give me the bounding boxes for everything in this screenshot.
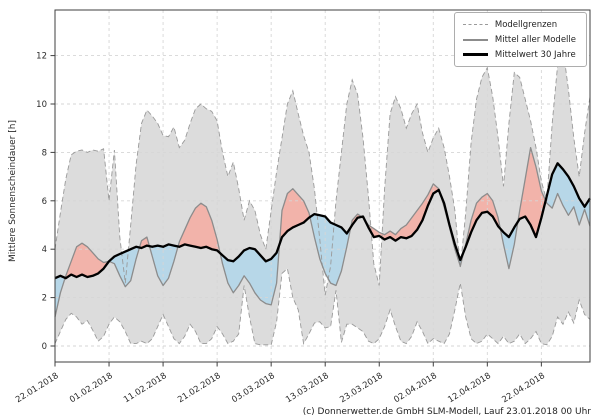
x-tick-label: 11.02.2018 bbox=[122, 371, 169, 405]
y-axis-label: Mittlere Sonnenscheindauer [h] bbox=[8, 120, 18, 262]
model-band-area bbox=[55, 48, 590, 345]
y-tick-label: 4 bbox=[42, 245, 47, 255]
x-tick-label: 23.03.2018 bbox=[338, 371, 385, 405]
negative-anomaly-fill bbox=[309, 214, 351, 286]
legend-item-label: Modellgrenzen bbox=[494, 19, 558, 30]
positive-anomaly-fill bbox=[350, 214, 362, 228]
model-mean-line bbox=[54, 146, 591, 318]
negative-anomaly-fill bbox=[149, 244, 178, 286]
negative-anomaly-fill bbox=[545, 163, 590, 227]
model-band-lower-bound bbox=[54, 267, 591, 346]
x-tick-label: 03.03.2018 bbox=[230, 371, 277, 405]
positive-anomaly-fill bbox=[464, 193, 501, 251]
positive-anomaly-fill bbox=[517, 147, 546, 238]
footer-credit: (c) Donnerwetter.de GmbH SLM-Modell, Lau… bbox=[302, 407, 591, 417]
x-tick-label: 02.04.2018 bbox=[392, 371, 439, 405]
x-tick-label: 21.02.2018 bbox=[176, 371, 223, 405]
y-tick-label: 0 bbox=[42, 342, 47, 352]
solid-black-line-swatch bbox=[462, 53, 488, 56]
solid-gray-line-swatch bbox=[462, 38, 488, 41]
legend-item: Mittelwert 30 Jahre bbox=[462, 47, 576, 62]
x-tick-label: 22.04.2018 bbox=[500, 371, 547, 405]
legend-item-label: Mittelwert 30 Jahre bbox=[494, 49, 576, 60]
y-tick-label: 2 bbox=[42, 294, 47, 304]
dashed-gray-line-swatch bbox=[462, 24, 488, 25]
legend: Modellgrenzen Mittel aller Modelle Mittelw… bbox=[453, 12, 587, 67]
y-tick-label: 6 bbox=[42, 197, 47, 207]
legend-item-label: Mittel aller Modelle bbox=[494, 34, 576, 45]
negative-anomaly-fill bbox=[55, 275, 66, 317]
x-tick-label: 01.02.2018 bbox=[68, 371, 115, 405]
plot-border bbox=[54, 9, 591, 363]
positive-anomaly-fill bbox=[65, 243, 109, 279]
y-tick-label: 10 bbox=[36, 100, 47, 110]
negative-anomaly-fill bbox=[109, 246, 140, 287]
legend-item: Modellgrenzen bbox=[462, 17, 576, 32]
climate-mean-line bbox=[54, 162, 591, 280]
x-tick-label: 22.01.2018 bbox=[14, 371, 61, 405]
y-tick-label: 12 bbox=[36, 52, 47, 62]
y-tick-label: 8 bbox=[42, 148, 47, 158]
x-tick-label: 12.04.2018 bbox=[446, 371, 493, 405]
legend-item: Mittel aller Modelle bbox=[462, 32, 576, 47]
x-tick-label: 13.03.2018 bbox=[284, 371, 331, 405]
